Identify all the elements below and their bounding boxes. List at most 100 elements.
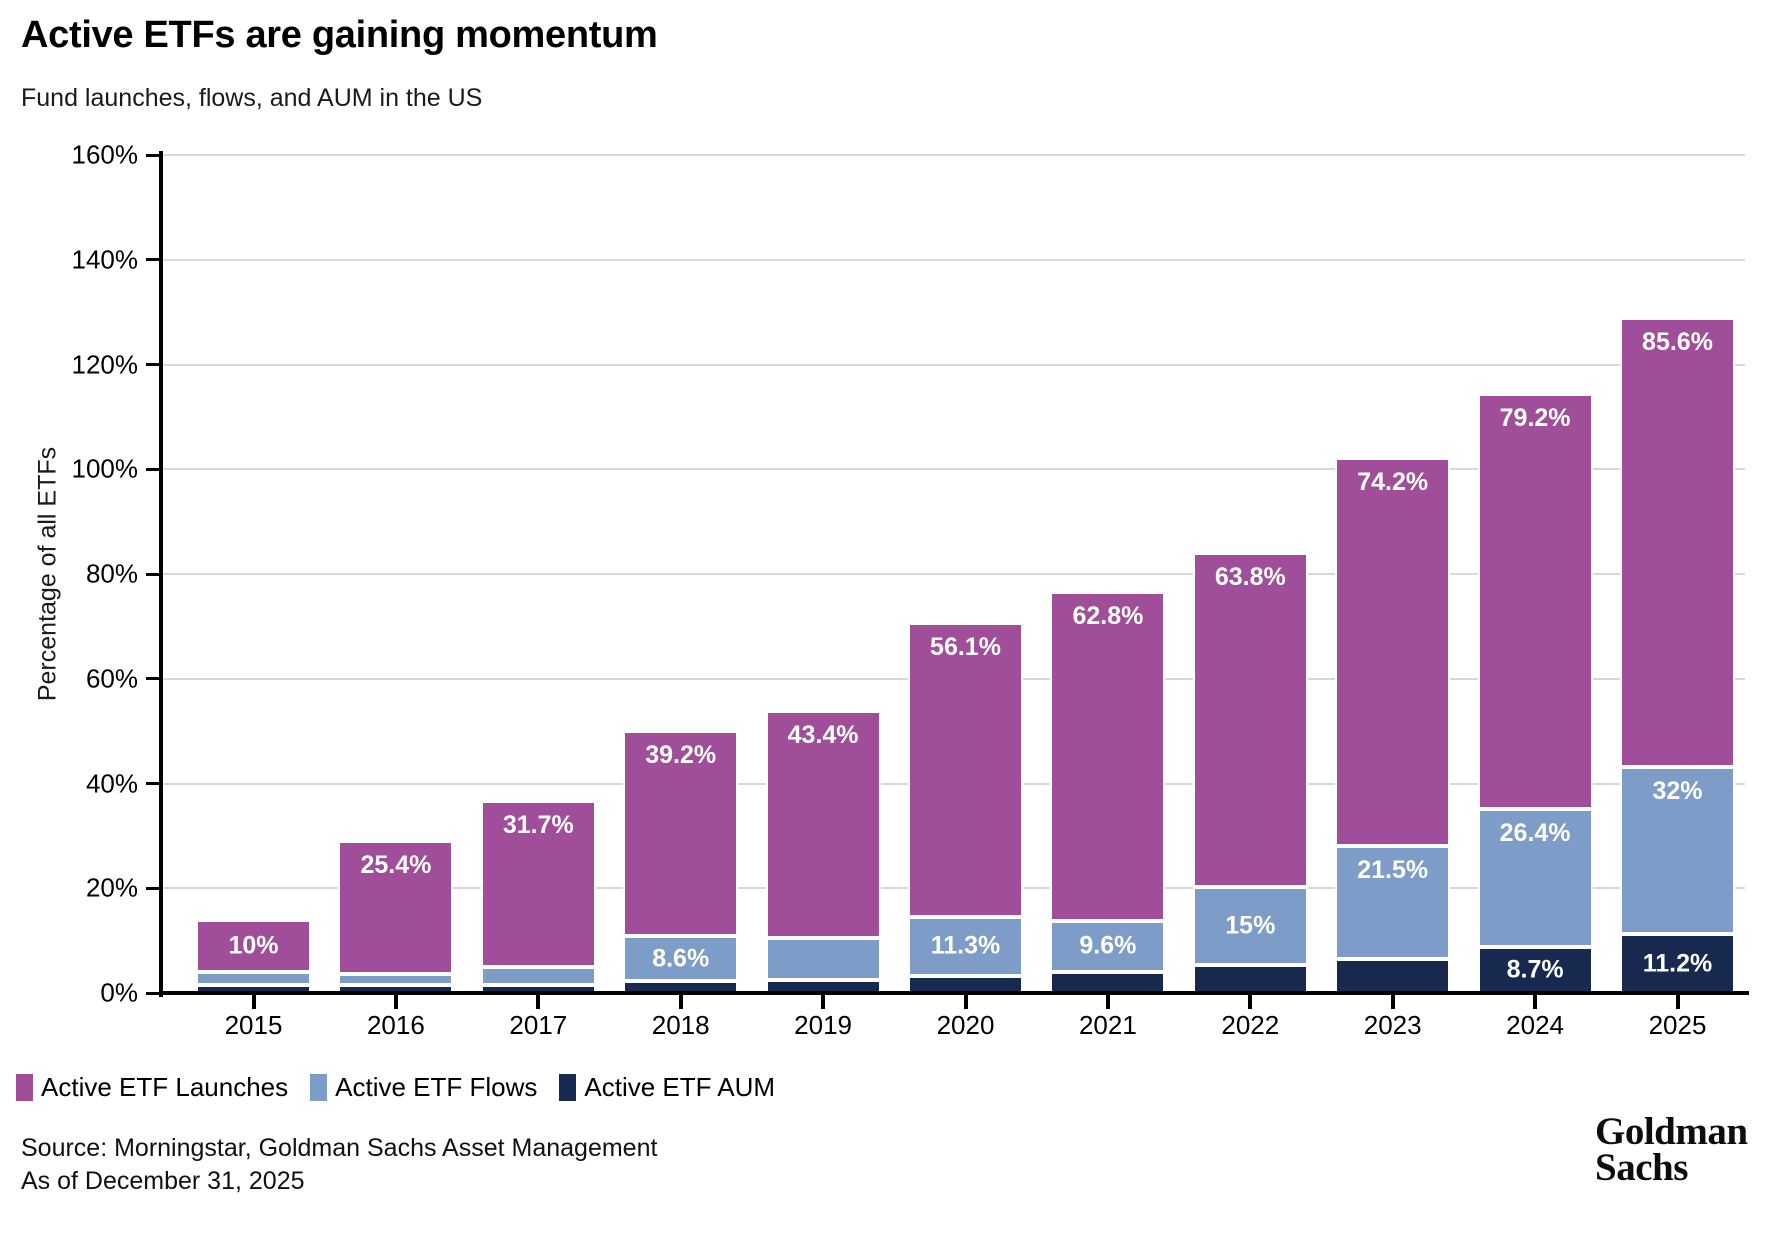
x-tick-label-2021: 2021 <box>1078 1010 1137 1040</box>
bar-value-label: 43.4% <box>787 720 859 749</box>
bar-segment <box>338 974 454 985</box>
y-tick-120 <box>146 363 160 366</box>
bar-segment: 31.7% <box>480 800 596 967</box>
bar-value-label: 26.4% <box>1499 819 1571 848</box>
bar-value-label: 11.3% <box>930 931 1001 960</box>
x-tick-label-2023: 2023 <box>1363 1010 1422 1040</box>
bar-segment: 39.2% <box>623 731 739 937</box>
bar-segment <box>1192 965 1308 993</box>
bar-segment: 56.1% <box>908 622 1023 917</box>
goldman-sachs-logo: Goldman Sachs <box>1595 1110 1748 1187</box>
bar-segment: 8.7% <box>1477 947 1593 993</box>
x-tick-label-2015: 2015 <box>224 1010 283 1040</box>
logo-line-1: Goldman <box>1595 1110 1748 1153</box>
bar-segment: 74.2% <box>1335 457 1451 847</box>
bar-value-label: 63.8% <box>1214 562 1286 591</box>
source-line-1: Source: Morningstar, Goldman Sachs Asset… <box>21 1134 658 1162</box>
gridline-80 <box>163 573 1745 575</box>
y-tick-label-120: 120% <box>71 349 139 379</box>
y-axis-line <box>159 151 163 997</box>
bar-segment: 63.8% <box>1192 552 1308 887</box>
x-tick-2024 <box>1533 995 1538 1009</box>
y-tick-20 <box>146 886 160 890</box>
x-tick-label-2025: 2025 <box>1648 1010 1707 1040</box>
bar-segment: 9.6% <box>1050 921 1166 972</box>
bar-segment: 11.2% <box>1620 934 1735 993</box>
y-tick-label-40: 40% <box>85 768 138 798</box>
x-tick-2015 <box>251 995 256 1009</box>
bar-value-label: 79.2% <box>1499 404 1571 433</box>
bar-segment: 21.5% <box>1335 846 1451 959</box>
gridline-160 <box>163 154 1745 156</box>
x-axis-line <box>159 991 1749 995</box>
bar-segment <box>196 972 311 986</box>
y-tick-label-160: 160% <box>71 139 139 170</box>
x-tick-2016 <box>393 995 398 1009</box>
legend-label-aum: Active ETF AUM <box>584 1072 776 1102</box>
bar-value-label: 62.8% <box>1072 602 1144 631</box>
bar-value-label: 8.7% <box>1506 955 1564 984</box>
x-tick-2023 <box>1390 995 1395 1009</box>
y-tick-100 <box>146 467 160 471</box>
y-tick-160 <box>146 153 160 157</box>
y-tick-label-140: 140% <box>71 244 139 275</box>
x-tick-label-2020: 2020 <box>936 1010 995 1040</box>
bar-segment <box>765 938 881 980</box>
gridline-100 <box>163 468 1745 471</box>
x-tick-2019 <box>821 995 826 1009</box>
x-tick-2021 <box>1105 995 1110 1009</box>
bar-value-label: 32% <box>1652 776 1703 805</box>
legend-label-flows: Active ETF Flows <box>335 1072 538 1102</box>
legend-item-launches: Active ETF Launches <box>16 1072 288 1103</box>
bar-segment <box>1335 958 1451 993</box>
bar-segment: 11.3% <box>908 916 1023 976</box>
bar-value-label: 39.2% <box>645 741 717 770</box>
bar-segment: 43.4% <box>765 710 881 939</box>
bar-value-label: 25.4% <box>360 851 432 880</box>
y-tick-0 <box>146 991 160 995</box>
legend-item-aum: Active ETF AUM <box>559 1072 775 1103</box>
bar-segment: 85.6% <box>1620 318 1735 767</box>
x-tick-label-2016: 2016 <box>366 1010 425 1040</box>
bar-value-label: 31.7% <box>502 810 574 839</box>
bar-segment: 79.2% <box>1477 394 1593 810</box>
legend: Active ETF Launches Active ETF Flows Act… <box>16 1072 775 1103</box>
bar-value-label: 9.6% <box>1079 931 1137 960</box>
x-tick-2017 <box>536 995 541 1009</box>
y-tick-label-0: 0% <box>100 977 138 1008</box>
source-note: Source: Morningstar, Goldman Sachs Asset… <box>21 1132 657 1197</box>
legend-label-launches: Active ETF Launches <box>41 1072 289 1102</box>
page-title: Active ETFs are gaining momentum <box>21 14 658 56</box>
bar-value-label: 56.1% <box>930 632 1001 661</box>
x-tick-2018 <box>678 995 683 1009</box>
x-tick-label-2024: 2024 <box>1506 1010 1565 1040</box>
legend-swatch-launches <box>16 1074 33 1101</box>
bar-segment: 32% <box>1620 766 1735 935</box>
y-tick-label-100: 100% <box>71 453 139 484</box>
bar-value-label: 85.6% <box>1642 328 1713 357</box>
x-tick-label-2019: 2019 <box>794 1010 853 1040</box>
bar-segment: 15% <box>1192 886 1308 966</box>
plot-area: 10% 25.4% 31.7% 8.6% 39.2% 43.4% 11.3% 56.1% 9.6… <box>163 154 1745 993</box>
bar-value-label: 11.2% <box>1642 949 1713 978</box>
source-line-2: As of December 31, 2025 <box>21 1166 305 1195</box>
bar-segment: 62.8% <box>1050 592 1166 922</box>
bar-segment: 26.4% <box>1477 809 1593 948</box>
y-tick-60 <box>146 677 160 681</box>
legend-swatch-flows <box>310 1074 328 1101</box>
legend-item-flows: Active ETF Flows <box>310 1072 537 1103</box>
x-tick-2025 <box>1675 995 1680 1009</box>
gridline-120 <box>163 363 1745 366</box>
bar-value-label: 10% <box>228 931 279 960</box>
bar-segment <box>480 966 596 985</box>
chart-subtitle: Fund launches, flows, and AUM in the US <box>21 84 483 112</box>
y-tick-label-60: 60% <box>85 663 138 694</box>
y-tick-label-80: 80% <box>85 558 138 589</box>
x-tick-label-2017: 2017 <box>509 1010 568 1040</box>
x-tick-label-2022: 2022 <box>1221 1010 1280 1040</box>
bar-segment: 25.4% <box>338 841 454 975</box>
legend-swatch-aum <box>559 1074 577 1101</box>
x-tick-label-2018: 2018 <box>651 1010 710 1040</box>
x-tick-2022 <box>1248 995 1253 1009</box>
